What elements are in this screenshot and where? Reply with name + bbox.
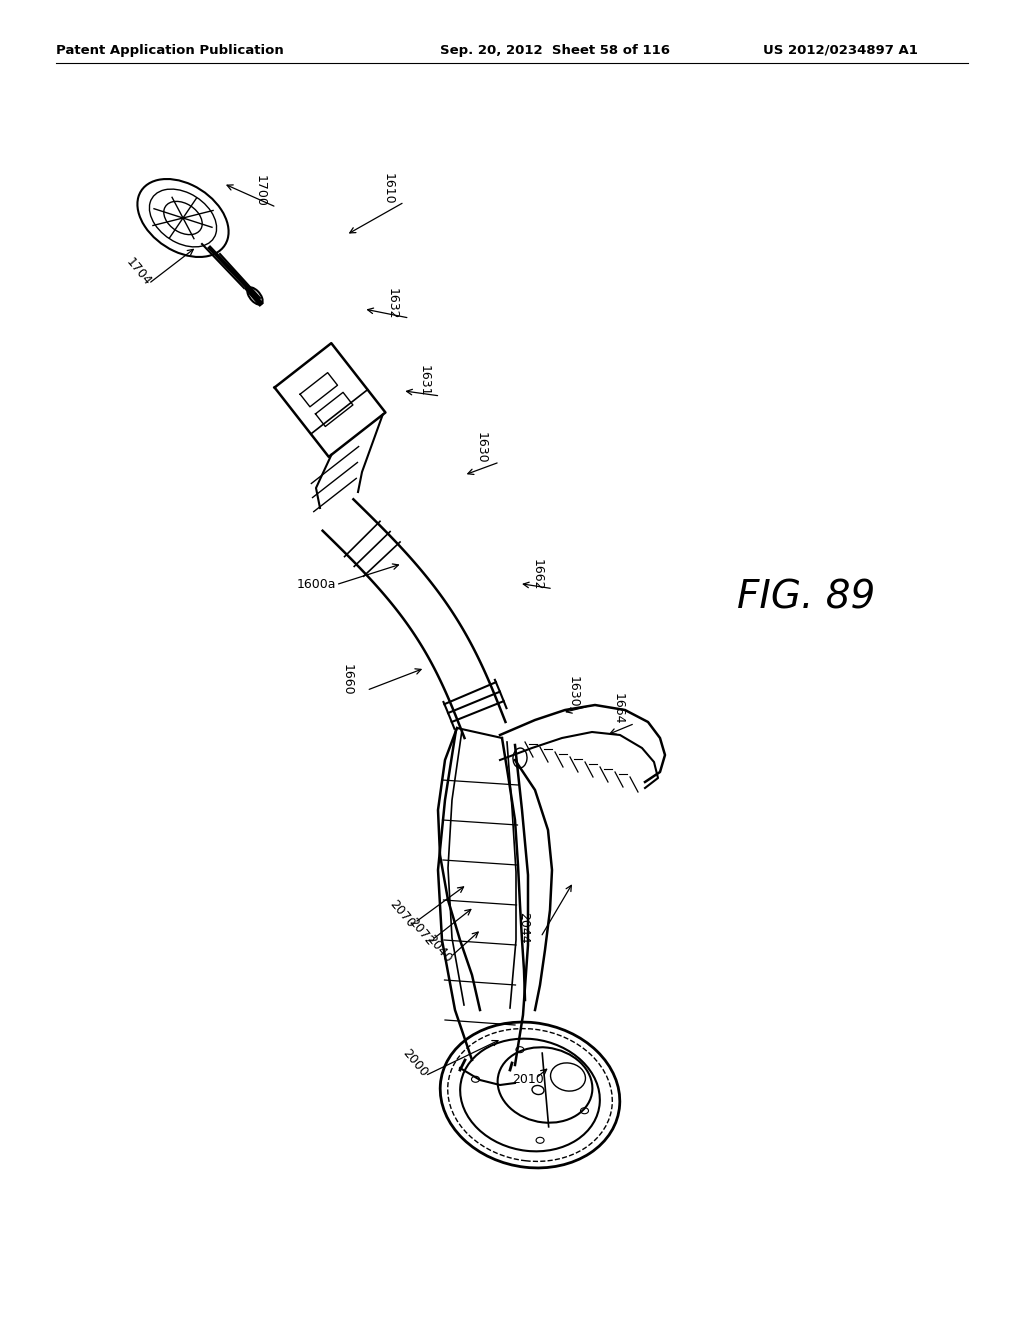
Text: FIG. 89: FIG. 89 bbox=[737, 579, 876, 616]
Text: 2070: 2070 bbox=[387, 898, 418, 931]
Text: US 2012/0234897 A1: US 2012/0234897 A1 bbox=[763, 44, 918, 57]
Text: 2044: 2044 bbox=[517, 912, 530, 944]
Text: 1700: 1700 bbox=[254, 176, 267, 207]
Text: 1600a: 1600a bbox=[297, 578, 337, 591]
Text: 1662: 1662 bbox=[530, 558, 544, 590]
Text: Sep. 20, 2012  Sheet 58 of 116: Sep. 20, 2012 Sheet 58 of 116 bbox=[440, 44, 671, 57]
Text: 1610: 1610 bbox=[382, 173, 395, 205]
Text: 1630: 1630 bbox=[475, 432, 488, 463]
Text: Patent Application Publication: Patent Application Publication bbox=[56, 44, 284, 57]
Text: 2072: 2072 bbox=[406, 915, 436, 948]
Text: 1704: 1704 bbox=[123, 255, 154, 288]
Text: 2010: 2010 bbox=[512, 1073, 544, 1086]
Text: 1631: 1631 bbox=[418, 364, 431, 396]
Text: 2000: 2000 bbox=[399, 1047, 430, 1080]
Text: 1660: 1660 bbox=[341, 664, 354, 696]
Text: 1664: 1664 bbox=[611, 693, 625, 725]
Text: 1632: 1632 bbox=[386, 288, 399, 319]
Text: 2040: 2040 bbox=[424, 932, 455, 965]
Text: 1630: 1630 bbox=[566, 676, 580, 708]
